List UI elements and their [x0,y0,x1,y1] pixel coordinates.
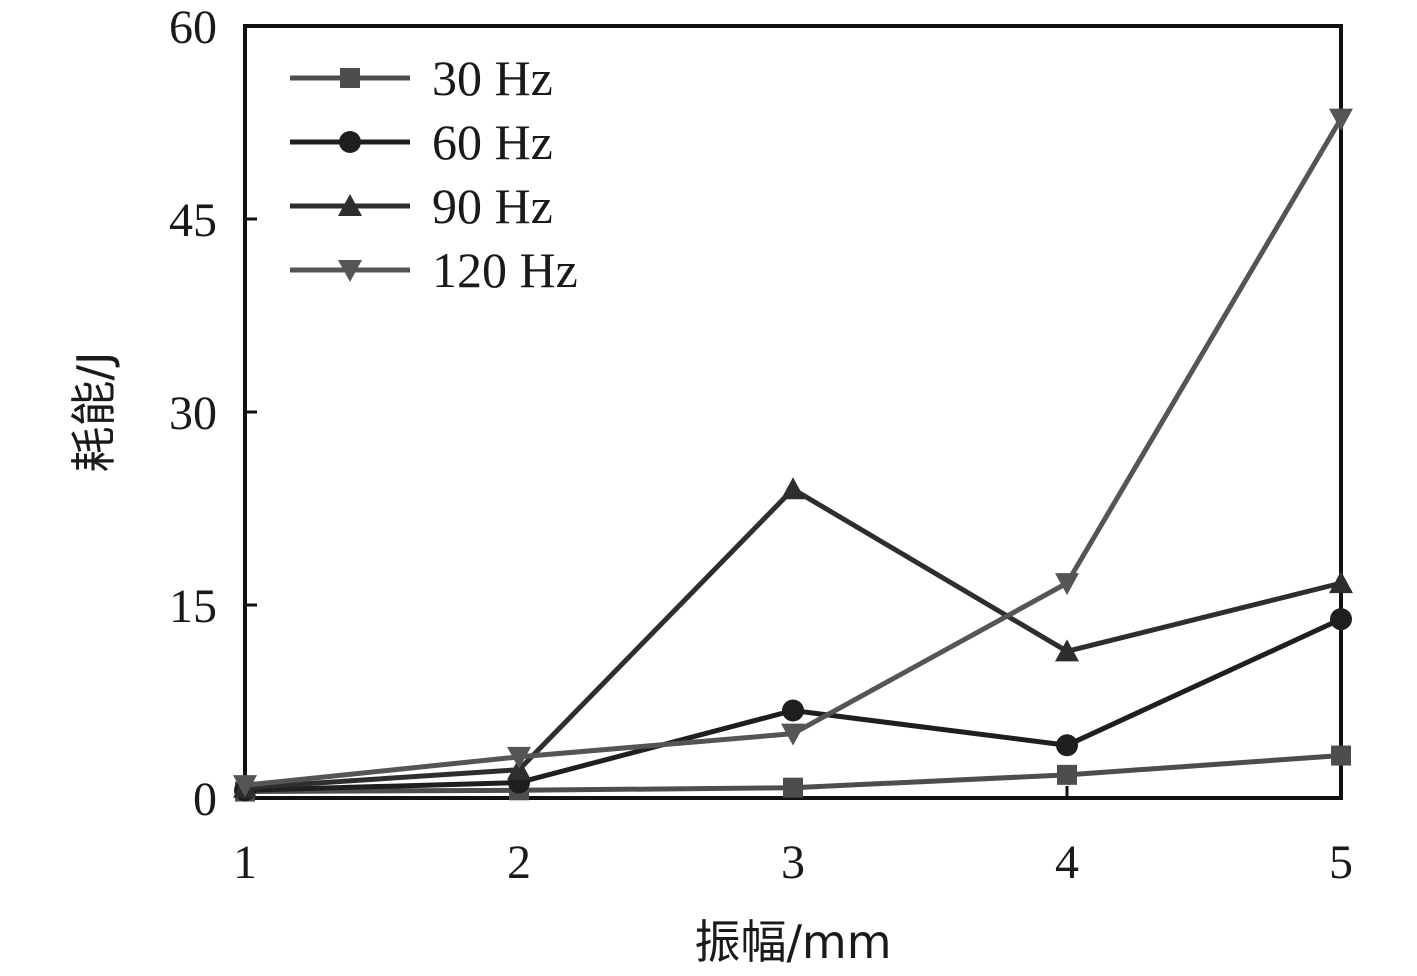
series-30-hz [235,745,1351,802]
legend-marker [340,68,360,88]
legend-label: 60 Hz [432,114,553,170]
data-point [507,746,531,769]
x-tick-label: 3 [781,836,805,889]
y-axis-title: 耗能/J [67,351,121,472]
data-point [233,775,257,798]
data-point [1330,608,1352,631]
data-point [782,699,804,722]
series-120-hz [233,108,1353,798]
data-point [1055,573,1079,596]
data-point [1331,745,1351,766]
legend-marker [338,194,362,216]
data-point [1329,571,1353,594]
legend-label: 120 Hz [432,242,578,298]
legend-marker [338,260,362,282]
series-line [244,117,1344,788]
x-axis-ticks: 1 2 3 4 5 [233,786,1353,889]
x-tick-label: 5 [1329,836,1353,889]
data-point [1056,734,1078,757]
legend-item: 90 Hz [290,178,553,234]
series-layer [233,108,1353,802]
y-tick-label: 30 [169,387,217,440]
data-point [1057,764,1077,785]
x-tick-label: 2 [507,836,531,889]
y-tick-label: 45 [169,194,217,247]
series-60-hz [234,608,1352,802]
data-point [1329,108,1353,131]
x-tick-label: 4 [1055,836,1079,889]
series-90-hz [233,477,1353,798]
y-tick-label: 60 [169,1,217,54]
legend-item: 60 Hz [290,114,553,170]
legend-label: 30 Hz [432,50,553,106]
y-axis-ticks: 0 15 30 45 60 [169,1,257,826]
legend-label: 90 Hz [432,178,553,234]
legend-marker [339,131,361,153]
data-point [1055,639,1079,662]
data-point [783,777,803,798]
data-point [781,723,805,746]
y-tick-label: 15 [169,580,217,633]
legend: 30 Hz 60 Hz 90 Hz 120 Hz [290,50,578,298]
x-axis-title: 振幅/mm [694,915,891,969]
data-point [781,477,805,500]
legend-item: 120 Hz [290,242,578,298]
x-tick-label: 1 [233,836,257,889]
y-tick-label: 0 [193,773,217,826]
legend-item: 30 Hz [290,50,553,106]
